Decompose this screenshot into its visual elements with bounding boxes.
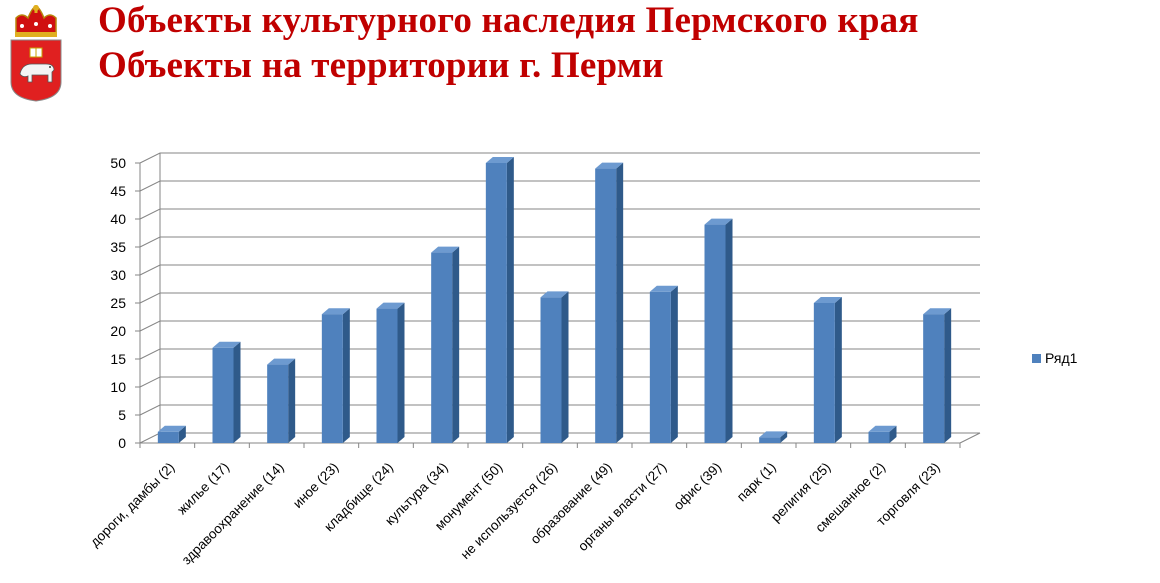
bar <box>267 358 296 443</box>
y-tick-label: 25 <box>110 295 126 311</box>
x-tick-label: дороги, дамбы (2) <box>87 460 177 550</box>
bar-front <box>704 224 726 443</box>
bar-side <box>670 285 678 443</box>
bar <box>649 285 678 443</box>
bar-top <box>157 425 186 432</box>
bar-front <box>157 431 179 443</box>
bar-side <box>506 157 514 443</box>
bar-top <box>267 358 296 365</box>
bar-front <box>321 314 343 443</box>
bar <box>212 341 241 443</box>
y-tick-label: 35 <box>110 239 126 255</box>
bar-front <box>540 297 562 443</box>
bar-top <box>759 431 788 438</box>
x-tick-label: не используется (26) <box>458 460 561 563</box>
coat-of-arms-icon <box>10 5 62 102</box>
y-tick-label: 10 <box>110 379 126 395</box>
bar <box>759 431 788 443</box>
page-title: Объекты культурного наследия Пермского к… <box>98 0 919 41</box>
bar-top <box>212 341 241 348</box>
bar-top <box>595 162 624 169</box>
x-tick-label: иное (23) <box>290 460 341 511</box>
x-tick-label: офис (39) <box>671 460 725 514</box>
bar-top <box>431 246 460 253</box>
legend-label: Ряд1 <box>1045 350 1078 366</box>
y-tick-label: 5 <box>118 407 126 423</box>
bar-side <box>780 431 788 443</box>
bar-front <box>649 291 671 443</box>
bar <box>321 308 350 443</box>
crown-icon <box>15 5 57 37</box>
bar-front <box>759 437 781 443</box>
bar <box>485 157 514 443</box>
bar <box>868 425 897 443</box>
bar-top <box>376 302 405 309</box>
y-tick-label: 20 <box>110 323 126 339</box>
bar-top <box>923 308 952 315</box>
bar-front <box>212 347 234 443</box>
bar-side <box>397 302 405 443</box>
bar-front <box>813 303 835 443</box>
bar-side <box>342 308 350 443</box>
y-tick-label: 0 <box>118 435 126 451</box>
bar <box>813 297 842 443</box>
y-axis-ticks: 0 5 10 15 20 25 30 35 40 45 50 <box>110 155 126 451</box>
bar <box>431 246 460 443</box>
bar <box>923 308 952 443</box>
bar-top <box>540 291 569 298</box>
bar-top <box>321 308 350 315</box>
bar-side <box>288 358 296 443</box>
bar-top <box>704 218 733 225</box>
bar-top <box>813 297 842 303</box>
bar-side <box>889 425 897 443</box>
bar <box>376 302 405 443</box>
bar-side <box>233 341 241 443</box>
bar <box>540 291 569 443</box>
bar <box>704 218 733 443</box>
bar <box>157 425 186 443</box>
y-tick-label: 40 <box>110 211 126 227</box>
bar-top <box>649 285 678 292</box>
page-subtitle: Объекты на территории г. Перми <box>98 45 664 86</box>
bar-front <box>267 364 289 443</box>
y-tick-label: 15 <box>110 351 126 367</box>
bar-front <box>923 314 945 443</box>
legend-swatch <box>1032 354 1041 363</box>
chart-legend: Ряд1 <box>1032 350 1078 366</box>
bar-top <box>485 157 514 163</box>
bar-side <box>725 218 733 443</box>
bar-front <box>868 431 890 443</box>
bar-side <box>561 291 569 443</box>
bar-front <box>485 163 507 443</box>
x-tick-label: здравоохранение (14) <box>179 460 287 568</box>
bar-side <box>452 246 460 443</box>
bar-top <box>868 425 897 432</box>
bar-side <box>834 297 842 443</box>
bar-side <box>178 425 186 443</box>
x-axis-labels: дороги, дамбы (2)жилье (17)здравоохранен… <box>87 443 961 568</box>
bar-front <box>376 308 398 443</box>
y-tick-label: 30 <box>110 267 126 283</box>
y-tick-label: 50 <box>110 155 126 171</box>
chart-bars <box>157 157 952 443</box>
x-tick-label: жилье (17) <box>174 460 232 518</box>
bar-front <box>431 252 453 443</box>
bar <box>595 162 624 443</box>
bar-side <box>944 308 952 443</box>
bar-front <box>595 168 617 443</box>
y-tick-label: 45 <box>110 183 126 199</box>
x-tick-label: парк (1) <box>734 460 779 505</box>
bar-side <box>616 162 624 443</box>
